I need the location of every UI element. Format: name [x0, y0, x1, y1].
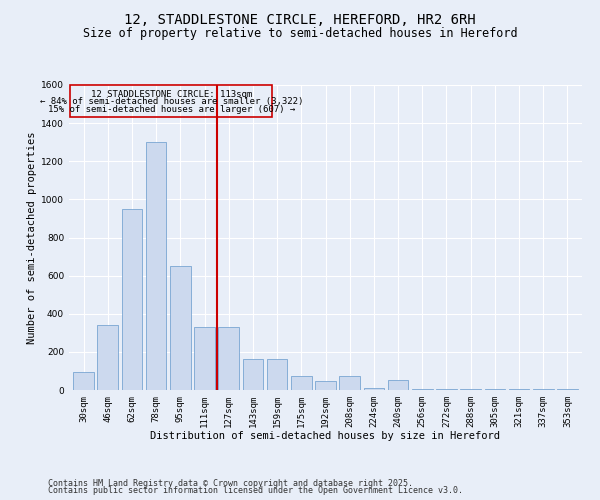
Text: Size of property relative to semi-detached houses in Hereford: Size of property relative to semi-detach…: [83, 28, 517, 40]
Text: ← 84% of semi-detached houses are smaller (3,322): ← 84% of semi-detached houses are smalle…: [40, 98, 303, 106]
Bar: [218, 327, 239, 390]
Bar: [73, 372, 94, 390]
Bar: [242, 358, 263, 390]
Bar: [388, 380, 409, 390]
Bar: [485, 389, 505, 390]
Bar: [194, 327, 215, 390]
Bar: [170, 266, 191, 390]
Bar: [436, 389, 457, 390]
Bar: [340, 376, 360, 390]
Bar: [509, 389, 529, 390]
Bar: [315, 382, 336, 390]
Text: Contains HM Land Registry data © Crown copyright and database right 2025.: Contains HM Land Registry data © Crown c…: [48, 478, 413, 488]
Bar: [557, 389, 578, 390]
Bar: [460, 389, 481, 390]
Bar: [122, 209, 142, 390]
Bar: [291, 376, 311, 390]
Bar: [533, 389, 554, 390]
Bar: [97, 325, 118, 390]
Bar: [364, 388, 384, 390]
Text: 12, STADDLESTONE CIRCLE, HEREFORD, HR2 6RH: 12, STADDLESTONE CIRCLE, HEREFORD, HR2 6…: [124, 12, 476, 26]
Bar: [267, 358, 287, 390]
Text: 15% of semi-detached houses are larger (607) →: 15% of semi-detached houses are larger (…: [47, 105, 295, 114]
Y-axis label: Number of semi-detached properties: Number of semi-detached properties: [27, 131, 37, 344]
Bar: [70, 85, 272, 117]
Bar: [146, 142, 166, 390]
X-axis label: Distribution of semi-detached houses by size in Hereford: Distribution of semi-detached houses by …: [151, 432, 500, 442]
Bar: [412, 389, 433, 390]
Text: 12 STADDLESTONE CIRCLE: 113sqm: 12 STADDLESTONE CIRCLE: 113sqm: [91, 90, 252, 99]
Text: Contains public sector information licensed under the Open Government Licence v3: Contains public sector information licen…: [48, 486, 463, 495]
